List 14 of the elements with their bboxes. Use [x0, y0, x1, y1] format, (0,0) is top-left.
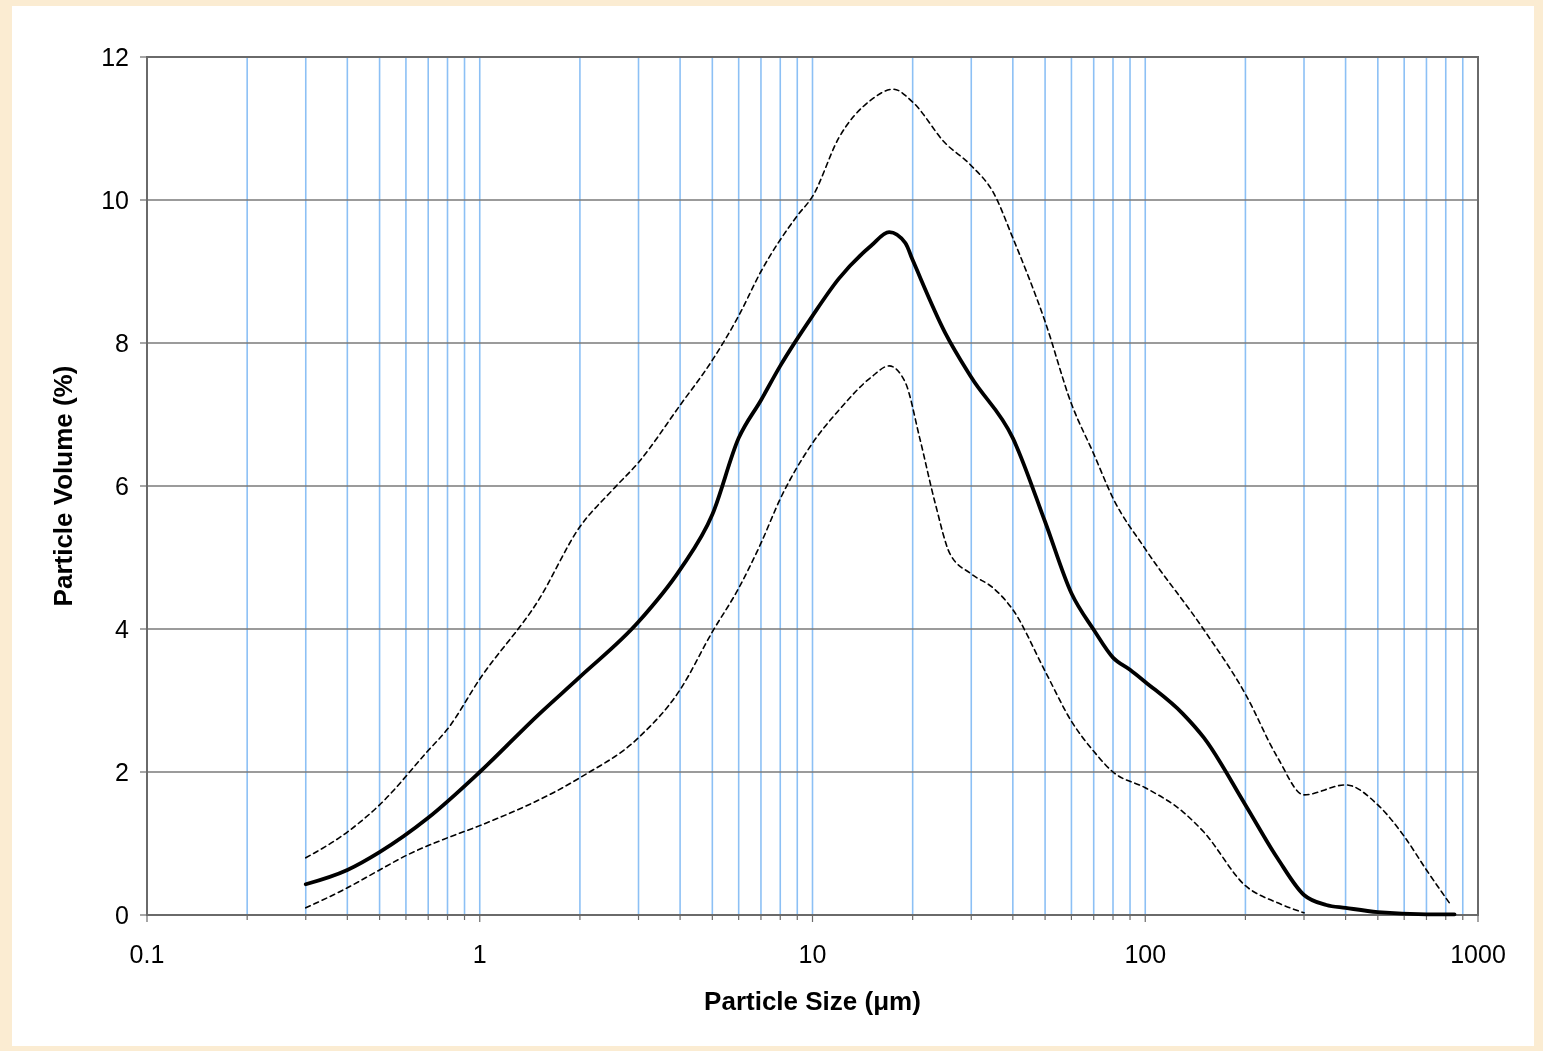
x-tick-label: 100	[1124, 940, 1167, 968]
x-tick-label: 1	[472, 940, 487, 968]
x-tick-label: 10	[798, 940, 827, 968]
y-tick-label: 6	[115, 472, 129, 500]
x-axis-title: Particle Size (μm)	[704, 986, 921, 1016]
y-tick-label: 10	[101, 186, 129, 214]
y-tick-label: 8	[115, 329, 129, 357]
y-tick-label: 12	[101, 43, 129, 71]
y-tick-label: 4	[115, 615, 130, 643]
y-axis-title: Particle Volume (%)	[48, 365, 78, 607]
y-tick-label: 2	[115, 758, 129, 786]
x-tick-label: 1000	[1450, 940, 1506, 968]
x-tick-label: 0.1	[129, 940, 165, 968]
y-tick-label: 0	[115, 901, 129, 929]
